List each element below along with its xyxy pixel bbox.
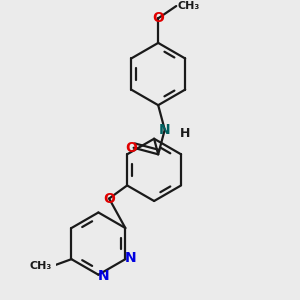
Text: O: O: [103, 191, 115, 206]
Text: O: O: [125, 141, 137, 155]
Text: N: N: [124, 250, 136, 265]
Text: CH₃: CH₃: [177, 1, 199, 11]
Text: H: H: [179, 127, 190, 140]
Text: N: N: [98, 269, 109, 284]
Text: O: O: [152, 11, 164, 25]
Text: N: N: [159, 123, 171, 137]
Text: CH₃: CH₃: [29, 261, 52, 271]
